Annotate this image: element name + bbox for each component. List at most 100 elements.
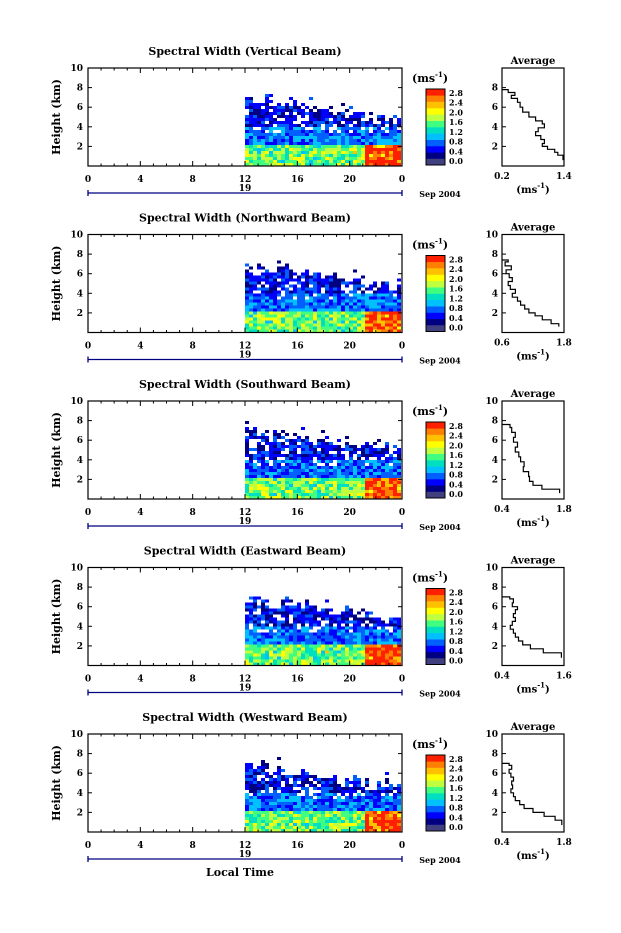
panel-2-cell xyxy=(393,490,397,493)
panel-0-cell xyxy=(301,157,305,160)
panel-3-cell xyxy=(289,662,293,666)
panel-4-cell xyxy=(321,781,325,784)
panel-1-cell xyxy=(305,308,309,312)
panel-3-cell xyxy=(357,611,361,615)
panel-2-cell xyxy=(249,484,253,487)
panel-0-cell xyxy=(353,142,357,145)
panel-2-cell xyxy=(301,451,305,454)
panel-2-cell xyxy=(373,463,377,466)
panel-0-cell xyxy=(389,160,393,163)
panel-4-cell xyxy=(329,826,333,829)
panel-0-average-xlabel: (ms-1) xyxy=(516,181,549,196)
panel-2-cell xyxy=(265,463,269,466)
panel-1-cell xyxy=(249,290,253,294)
panel-0-cell xyxy=(385,163,389,166)
panel-1-cell xyxy=(353,305,357,309)
panel-2-cell xyxy=(277,463,281,466)
panel-2-cell xyxy=(301,448,305,451)
panel-3-cell xyxy=(285,596,289,600)
panel-2-cell xyxy=(309,457,313,460)
panel-4-cell xyxy=(329,811,333,814)
panel-3-cell xyxy=(269,644,273,648)
panel-2-cell xyxy=(341,466,345,469)
panel-2-cell xyxy=(277,487,281,490)
panel-2-cell xyxy=(329,454,333,457)
panel-2-cell xyxy=(313,490,317,493)
panel-2-cell xyxy=(289,496,293,499)
panel-3-cell xyxy=(349,659,353,663)
panel-0-cell xyxy=(377,136,381,139)
panel-3-cell xyxy=(353,626,357,630)
panel-3-cell xyxy=(293,644,297,648)
panel-4-cell xyxy=(301,781,305,784)
panel-4-cell xyxy=(397,814,401,817)
panel-0-cell xyxy=(357,127,361,130)
panel-0-cell xyxy=(365,148,369,151)
panel-2-cell xyxy=(377,481,381,484)
panel-1-cell xyxy=(369,314,373,318)
panel-4-cell xyxy=(389,802,393,805)
panel-4-cell xyxy=(321,796,325,799)
panel-4-cell xyxy=(313,808,317,811)
panel-4-cell xyxy=(385,796,389,799)
panel-1-cell xyxy=(381,287,385,291)
panel-0-cell xyxy=(281,133,285,136)
panel-3-cell xyxy=(293,608,297,612)
panel-4-cell xyxy=(329,793,333,796)
panel-2-cell xyxy=(297,487,301,490)
panel-1-cell xyxy=(325,287,329,291)
panel-3-cell xyxy=(389,647,393,651)
panel-3-cell xyxy=(249,608,253,612)
panel-2-xtick-label: 0 xyxy=(399,508,405,518)
panel-4-cell xyxy=(329,778,333,781)
panel-1-cell xyxy=(301,302,305,306)
panel-0-cell xyxy=(261,139,265,142)
panel-2-cell xyxy=(321,484,325,487)
panel-2-cell xyxy=(317,451,321,454)
panel-2-cell xyxy=(257,460,261,463)
panel-3-cell xyxy=(365,638,369,642)
panel-4-cell xyxy=(305,796,309,799)
panel-4-cell xyxy=(325,814,329,817)
panel-1-cell xyxy=(293,308,297,312)
panel-0-cell xyxy=(345,109,349,112)
panel-0-cell xyxy=(309,124,313,127)
panel-4-cell xyxy=(389,826,393,829)
panel-2-cell xyxy=(277,454,281,457)
panel-1-cell xyxy=(265,329,269,333)
panel-1-colorbar-swatch xyxy=(426,274,445,282)
panel-0-cell xyxy=(297,163,301,166)
panel-2-cell xyxy=(273,433,277,436)
panel-3-cell xyxy=(369,653,373,657)
panel-3-cell xyxy=(265,635,269,639)
panel-0-cell xyxy=(261,130,265,133)
panel-3-cell xyxy=(301,656,305,660)
panel-2-cell xyxy=(349,448,353,451)
panel-0-cell xyxy=(273,148,277,151)
panel-4-cell xyxy=(289,826,293,829)
panel-1-cell xyxy=(349,290,353,294)
panel-3-cell xyxy=(261,626,265,630)
panel-1-cell xyxy=(305,311,309,315)
panel-3-cell xyxy=(301,632,305,636)
panel-1-cell xyxy=(393,326,397,330)
panel-0-cell xyxy=(297,127,301,130)
panel-1-cell xyxy=(245,323,249,327)
panel-0-cell xyxy=(301,133,305,136)
panel-4-cell xyxy=(389,808,393,811)
panel-4-cell xyxy=(349,781,353,784)
panel-1-cell xyxy=(301,281,305,285)
panel-2-cell xyxy=(377,448,381,451)
panel-0-cell xyxy=(385,121,389,124)
panel-1-cell xyxy=(261,323,265,327)
panel-2-cell xyxy=(305,472,309,475)
panel-1-cell xyxy=(253,293,257,297)
panel-4-cell xyxy=(317,817,321,820)
panel-4-cell xyxy=(397,808,401,811)
panel-0-cell xyxy=(273,160,277,163)
panel-1-cell xyxy=(397,278,401,282)
panel-2-cell xyxy=(245,439,249,442)
panel-4-ytick-label: 6 xyxy=(77,769,83,779)
panel-1-cell xyxy=(377,308,381,312)
panel-0-cell xyxy=(325,142,329,145)
